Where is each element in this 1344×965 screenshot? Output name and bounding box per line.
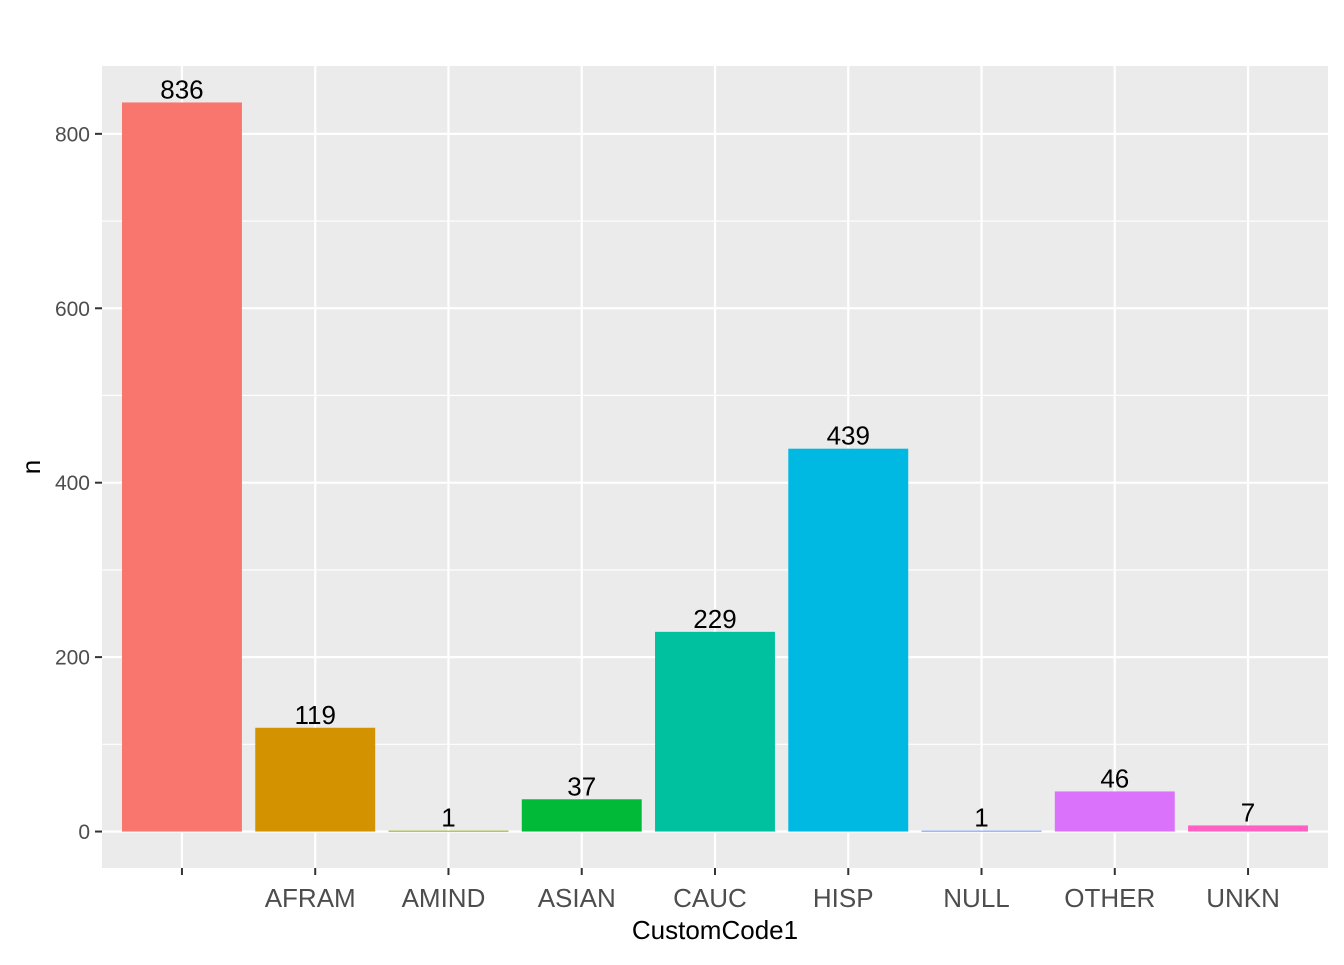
x-tick-label: AMIND — [402, 883, 486, 913]
data-label: 836 — [160, 74, 203, 104]
y-axis: 0 200 400 600 800 — [55, 123, 102, 844]
y-axis-title: n — [16, 460, 46, 474]
y-tick-label: 200 — [55, 647, 90, 670]
data-label: 46 — [1100, 763, 1129, 793]
bar-blank — [121, 102, 242, 832]
bars — [121, 102, 1309, 832]
x-tick-label: ASIAN — [538, 883, 616, 913]
data-label: 439 — [827, 421, 870, 451]
bar-other — [1054, 791, 1175, 832]
x-tick-label: UNKN — [1206, 883, 1280, 913]
bar-afram — [255, 727, 376, 832]
data-label: 7 — [1241, 797, 1255, 827]
bar-asian — [521, 799, 642, 832]
x-tick-label: CAUC — [673, 883, 747, 913]
x-axis-title: CustomCode1 — [632, 915, 798, 945]
bar-cauc — [655, 631, 775, 832]
x-tick-label: HISP — [813, 883, 874, 913]
data-label: 37 — [567, 771, 596, 801]
data-label: 1 — [974, 803, 988, 833]
data-labels: 836 119 1 37 229 439 1 46 7 — [160, 74, 1255, 832]
x-axis: AFRAM AMIND ASIAN CAUC HISP NULL OTHER UNKN — [180, 868, 1280, 913]
y-tick-label: 400 — [55, 472, 90, 495]
data-label: 229 — [693, 604, 736, 634]
bar-amind — [388, 830, 509, 832]
x-tick-label: NULL — [943, 883, 1009, 913]
data-label: 119 — [294, 700, 335, 730]
y-tick-label: 800 — [55, 123, 90, 146]
bar-unkn — [1188, 825, 1309, 832]
x-tick-label: AFRAM — [265, 883, 356, 913]
x-tick-label: OTHER — [1064, 883, 1155, 913]
y-tick-label: 600 — [55, 298, 90, 321]
data-label: 1 — [441, 803, 455, 833]
y-tick-label: 0 — [78, 821, 90, 844]
bar-null — [921, 830, 1042, 832]
bar-hisp — [788, 448, 909, 832]
